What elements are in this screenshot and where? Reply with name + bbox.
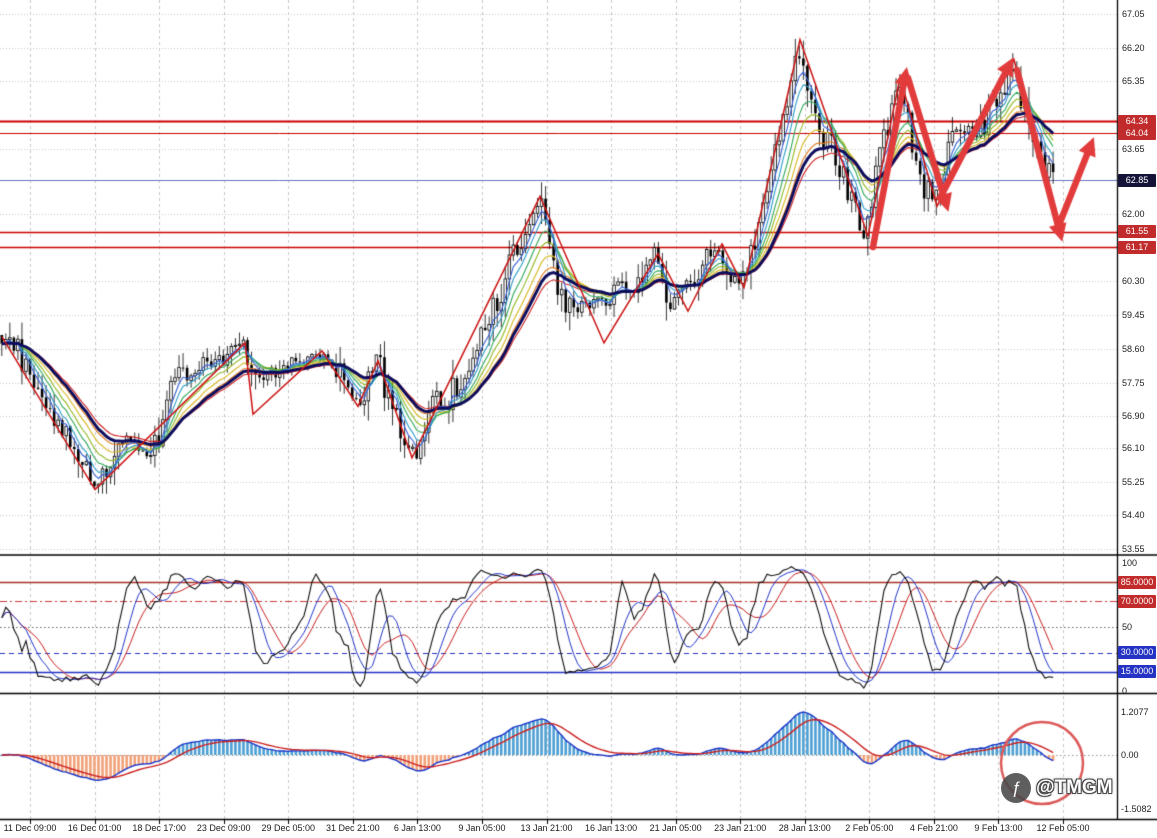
oscillator-panel[interactable] [0, 556, 1118, 693]
macd-panel[interactable] [0, 694, 1118, 819]
price-panel[interactable] [0, 0, 1118, 555]
tmgm-logo-icon: ƒ [1001, 773, 1031, 803]
watermark: ƒ @TMGM [1001, 773, 1113, 803]
watermark-text: @TMGM [1036, 777, 1113, 798]
